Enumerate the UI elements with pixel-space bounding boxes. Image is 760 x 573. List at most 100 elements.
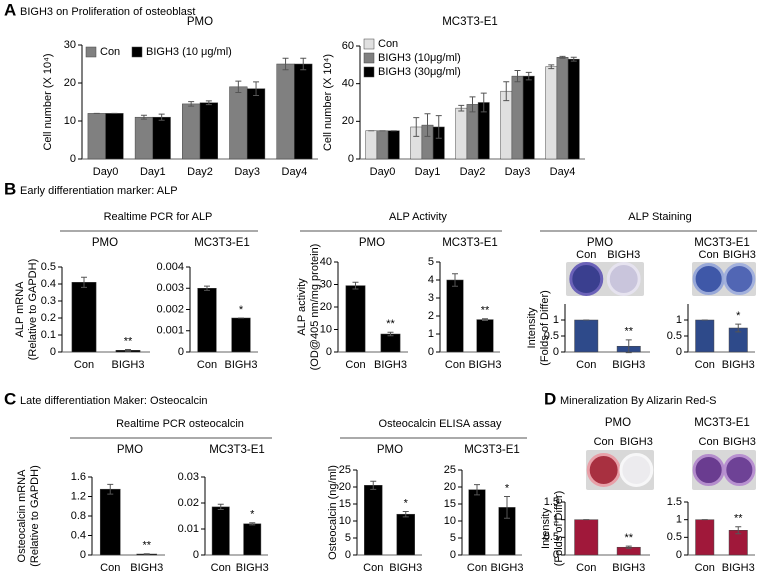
- y-axis-label: Intensity: [526, 307, 538, 348]
- bar: [152, 116, 171, 160]
- y-axis-label: ALP mRNA: [14, 281, 26, 338]
- chart-title: PMO: [92, 237, 118, 249]
- y-tick-label: 0: [326, 346, 332, 358]
- y-axis-label: Intensity: [540, 508, 552, 549]
- panel-title: Mineralization By Alizarin Red-S: [560, 395, 717, 407]
- image-label: BIGH3: [723, 436, 756, 448]
- y-tick-label: 0: [193, 549, 199, 561]
- chart-title: PMO: [587, 237, 613, 249]
- x-tick-label: BIGH3: [612, 562, 645, 573]
- error-bar: [249, 522, 256, 526]
- significance: **: [124, 335, 133, 347]
- legend-label: Con: [100, 46, 120, 58]
- y-tick-label: 0.5: [544, 330, 559, 342]
- y-tick-label: 0: [70, 153, 76, 165]
- x-tick-label: Con: [445, 359, 465, 371]
- legend-swatch: [363, 66, 375, 78]
- image-label: Con: [576, 249, 596, 261]
- y-tick-label: 10: [339, 515, 351, 527]
- error-bar: [458, 104, 465, 112]
- image-label: Con: [594, 436, 614, 448]
- bar: [229, 86, 248, 160]
- legend-label: Con: [378, 38, 398, 50]
- error-bar: [188, 101, 195, 107]
- chart-title: MC3T3-E1: [694, 237, 750, 249]
- bar: [294, 63, 313, 160]
- chart-title: MC3T3-E1: [442, 237, 498, 249]
- x-tick-label: BIGH3: [389, 562, 422, 573]
- y-tick-label: 0: [676, 549, 682, 561]
- y-tick-label: 1: [676, 514, 682, 526]
- bar: [466, 104, 479, 160]
- error-bar: [140, 114, 147, 120]
- y-axis-label: (Folds of Differ): [539, 290, 551, 366]
- y-tick-label: 10: [64, 115, 76, 127]
- error-bar: [625, 545, 632, 549]
- y-tick-label: 20: [320, 301, 332, 313]
- y-tick-label: 0: [553, 549, 559, 561]
- y-tick-label: 1.5: [544, 496, 559, 508]
- error-bar: [469, 96, 476, 113]
- bar: [199, 102, 218, 160]
- chart-title: PMO: [117, 444, 143, 456]
- y-axis-label: (Relative to GAPDH): [29, 465, 41, 566]
- y-tick-label: 0: [345, 549, 351, 561]
- error-bar: [424, 113, 431, 137]
- x-tick-label: Day2: [187, 166, 213, 178]
- x-tick-label: BIGH3: [111, 359, 144, 371]
- y-tick-label: 0.1: [41, 329, 56, 341]
- error-bar: [435, 115, 442, 139]
- error-bar: [158, 113, 165, 121]
- x-tick-label: Day3: [234, 166, 260, 178]
- y-tick-label: 1.2: [71, 490, 86, 502]
- significance: *: [239, 304, 244, 316]
- significance: *: [736, 310, 741, 322]
- error-bar: [107, 483, 114, 495]
- bar: [231, 317, 251, 353]
- well: [619, 453, 654, 487]
- well: [606, 262, 641, 296]
- error-bar: [352, 281, 359, 290]
- bar: [87, 113, 106, 160]
- error-bar: [480, 92, 487, 113]
- chart-title: MC3T3-E1: [464, 444, 520, 456]
- significance: **: [624, 532, 633, 544]
- well: [723, 262, 756, 296]
- y-tick-label: 4: [428, 274, 434, 286]
- y-tick-label: 25: [339, 464, 351, 476]
- error-bar: [559, 55, 566, 59]
- y-tick-label: 15: [444, 498, 456, 510]
- bar: [500, 90, 513, 160]
- error-bar: [402, 510, 409, 518]
- bar: [380, 333, 401, 353]
- x-tick-label: Day0: [370, 166, 396, 178]
- significance: **: [624, 326, 633, 338]
- bar: [567, 58, 580, 160]
- x-tick-label: Day3: [505, 166, 531, 178]
- y-tick-label: 0: [50, 346, 56, 358]
- significance: **: [734, 513, 743, 525]
- error-bar: [735, 526, 742, 535]
- bar: [468, 489, 486, 556]
- y-tick-label: 0.004: [156, 261, 184, 273]
- group-title: Realtime PCR osteocalcin: [116, 418, 244, 430]
- error-bar: [81, 276, 87, 288]
- x-tick-label: BIGH3: [722, 562, 755, 573]
- x-tick-label: Con: [345, 359, 365, 371]
- y-axis-label: (Relative to GAPDH): [27, 259, 39, 360]
- y-tick-label: 3: [428, 292, 434, 304]
- bar: [197, 288, 217, 353]
- y-tick-label: 0.01: [178, 523, 199, 535]
- legend-swatch: [363, 52, 375, 64]
- error-bar: [125, 348, 131, 352]
- panel-title: Late differentiation Maker: Osteocalcin: [20, 395, 208, 407]
- error-bar: [235, 80, 242, 93]
- error-bar: [625, 339, 632, 354]
- y-tick-label: 30: [320, 278, 332, 290]
- bar: [365, 130, 378, 160]
- y-tick-label: 5: [450, 532, 456, 544]
- panel-label: A: [4, 0, 16, 19]
- well: [692, 453, 725, 487]
- y-tick-label: 0.4: [71, 529, 86, 541]
- y-tick-label: 1: [676, 314, 682, 326]
